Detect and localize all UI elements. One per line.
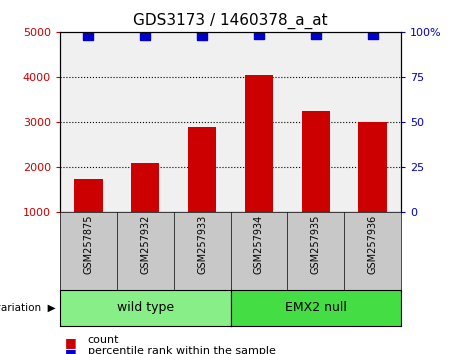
- Text: genotype/variation  ▶: genotype/variation ▶: [0, 303, 55, 313]
- Bar: [358, 122, 387, 212]
- Point: [85, 33, 92, 38]
- Text: ■: ■: [65, 347, 76, 354]
- Text: GSM257932: GSM257932: [140, 215, 150, 274]
- Text: GSM257936: GSM257936: [367, 215, 378, 274]
- Text: wild type: wild type: [117, 302, 174, 314]
- Bar: [188, 127, 216, 212]
- Text: GSM257935: GSM257935: [311, 215, 321, 274]
- Text: ■: ■: [65, 336, 76, 349]
- Point: [255, 31, 263, 36]
- Text: count: count: [88, 335, 119, 345]
- Text: GSM257875: GSM257875: [83, 215, 94, 274]
- Text: EMX2 null: EMX2 null: [285, 302, 347, 314]
- Point: [142, 33, 149, 38]
- Title: GDS3173 / 1460378_a_at: GDS3173 / 1460378_a_at: [133, 13, 328, 29]
- Text: percentile rank within the sample: percentile rank within the sample: [88, 346, 276, 354]
- Point: [369, 31, 376, 36]
- Bar: [245, 75, 273, 212]
- Bar: [131, 163, 160, 212]
- Point: [312, 31, 319, 36]
- Bar: [301, 111, 330, 212]
- Text: GSM257934: GSM257934: [254, 215, 264, 274]
- Bar: [74, 178, 102, 212]
- Text: GSM257933: GSM257933: [197, 215, 207, 274]
- Point: [198, 33, 206, 38]
